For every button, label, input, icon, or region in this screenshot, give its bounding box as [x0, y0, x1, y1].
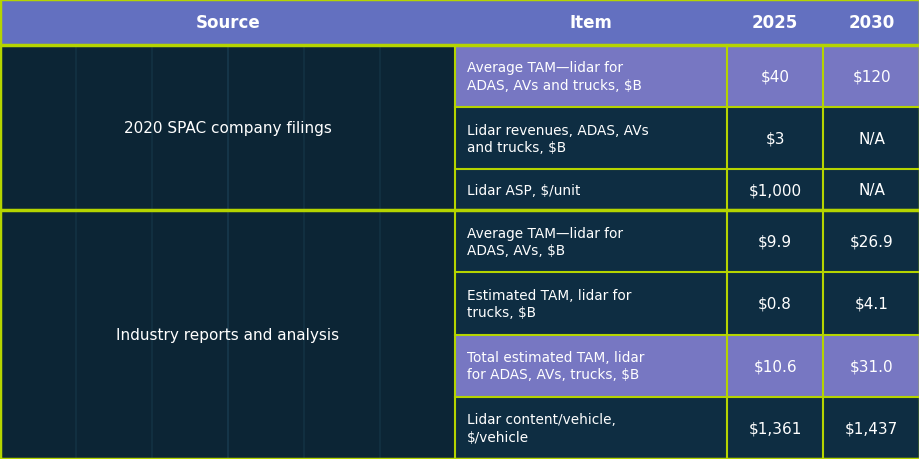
Bar	[726, 170, 823, 211]
Bar	[823, 0, 919, 46]
Bar	[823, 273, 919, 335]
Text: Total estimated TAM, lidar
for ADAS, AVs, trucks, $B: Total estimated TAM, lidar for ADAS, AVs…	[467, 350, 644, 381]
Bar	[455, 397, 726, 459]
Text: $26.9: $26.9	[849, 234, 892, 249]
Bar	[455, 108, 726, 170]
Bar	[726, 335, 823, 397]
Bar	[823, 397, 919, 459]
Bar	[726, 273, 823, 335]
Bar	[823, 211, 919, 273]
Bar	[0, 211, 455, 459]
Text: Source: Source	[195, 14, 260, 32]
Text: 2020 SPAC company filings: 2020 SPAC company filings	[124, 121, 331, 136]
Text: N/A: N/A	[857, 183, 884, 198]
Text: Lidar ASP, $/unit: Lidar ASP, $/unit	[467, 183, 580, 197]
Text: $1,361: $1,361	[747, 420, 801, 436]
Bar	[726, 108, 823, 170]
Text: $3: $3	[765, 131, 784, 146]
Text: Average TAM—lidar for
ADAS, AVs and trucks, $B: Average TAM—lidar for ADAS, AVs and truc…	[467, 61, 641, 92]
Text: $40: $40	[760, 69, 789, 84]
Text: 2025: 2025	[751, 14, 798, 32]
Text: $4.1: $4.1	[854, 297, 888, 311]
Text: $31.0: $31.0	[849, 358, 892, 373]
Bar	[726, 397, 823, 459]
Bar	[823, 46, 919, 108]
Bar	[0, 0, 455, 46]
Text: $9.9: $9.9	[757, 234, 791, 249]
Text: Estimated TAM, lidar for
trucks, $B: Estimated TAM, lidar for trucks, $B	[467, 288, 631, 319]
Bar	[823, 335, 919, 397]
Bar	[455, 46, 726, 108]
Text: $1,000: $1,000	[748, 183, 800, 198]
Text: Industry reports and analysis: Industry reports and analysis	[116, 327, 339, 342]
Bar	[726, 211, 823, 273]
Bar	[455, 0, 726, 46]
Bar	[823, 108, 919, 170]
Text: Lidar revenues, ADAS, AVs
and trucks, $B: Lidar revenues, ADAS, AVs and trucks, $B	[467, 123, 649, 155]
Text: $0.8: $0.8	[757, 297, 791, 311]
Bar	[455, 335, 726, 397]
Text: 2030: 2030	[847, 14, 894, 32]
Text: Lidar content/vehicle,
$/vehicle: Lidar content/vehicle, $/vehicle	[467, 412, 616, 443]
Text: $1,437: $1,437	[845, 420, 897, 436]
Text: $120: $120	[852, 69, 890, 84]
Bar	[726, 46, 823, 108]
Text: Average TAM—lidar for
ADAS, AVs, $B: Average TAM—lidar for ADAS, AVs, $B	[467, 226, 623, 257]
Bar	[455, 170, 726, 211]
Bar	[823, 170, 919, 211]
Bar	[726, 0, 823, 46]
Text: $10.6: $10.6	[753, 358, 796, 373]
Text: N/A: N/A	[857, 131, 884, 146]
Bar	[455, 211, 726, 273]
Bar	[455, 273, 726, 335]
Text: Item: Item	[569, 14, 612, 32]
Bar	[0, 46, 455, 211]
